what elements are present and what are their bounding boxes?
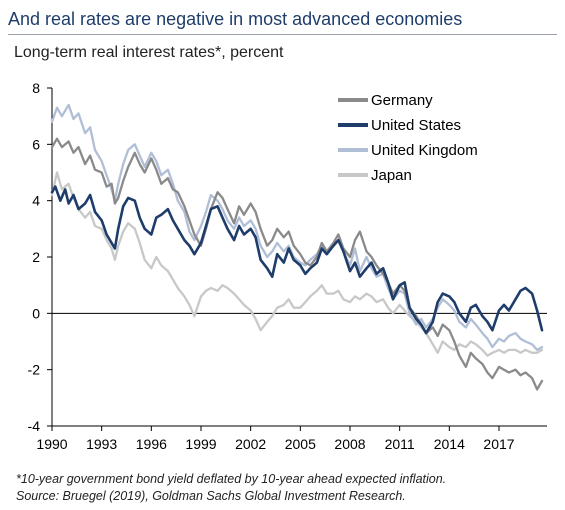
x-tick-label: 2002 bbox=[235, 436, 266, 452]
source-note: Source: Bruegel (2019), Goldman Sachs Gl… bbox=[16, 489, 406, 503]
x-tick-label: 1999 bbox=[185, 436, 216, 452]
series-line-united-states bbox=[50, 185, 544, 335]
legend-label-germany: Germany bbox=[371, 92, 433, 109]
legend-label-united-states: United States bbox=[371, 117, 461, 134]
x-tick-label: 2008 bbox=[334, 436, 365, 452]
footnote: *10-year government bond yield deflated … bbox=[16, 472, 447, 486]
chart-subtitle: Long-term real interest rates*, percent bbox=[14, 44, 284, 61]
chart-title: And real rates are negative in most adva… bbox=[8, 9, 463, 29]
y-tick-label: 6 bbox=[32, 136, 40, 152]
y-tick-label: -4 bbox=[28, 418, 41, 434]
series-line-japan bbox=[50, 171, 544, 357]
x-tick-label: 1990 bbox=[36, 436, 67, 452]
y-tick-label: 4 bbox=[32, 193, 40, 209]
x-tick-label: 2005 bbox=[285, 436, 316, 452]
x-tick-label: 2017 bbox=[483, 436, 514, 452]
series-line-germany bbox=[50, 137, 544, 391]
title-divider bbox=[8, 34, 557, 35]
x-tick-label: 1993 bbox=[86, 436, 117, 452]
y-tick-label: 0 bbox=[32, 305, 40, 321]
x-tick-label: 1996 bbox=[136, 436, 167, 452]
x-tick-label: 2014 bbox=[434, 436, 465, 452]
y-tick-label: -2 bbox=[28, 362, 41, 378]
legend-label-japan: Japan bbox=[371, 167, 412, 184]
y-tick-label: 2 bbox=[32, 249, 40, 265]
y-tick-label: 8 bbox=[32, 80, 40, 96]
legend-label-united-kingdom: United Kingdom bbox=[371, 142, 478, 159]
x-tick-label: 2011 bbox=[385, 436, 415, 452]
